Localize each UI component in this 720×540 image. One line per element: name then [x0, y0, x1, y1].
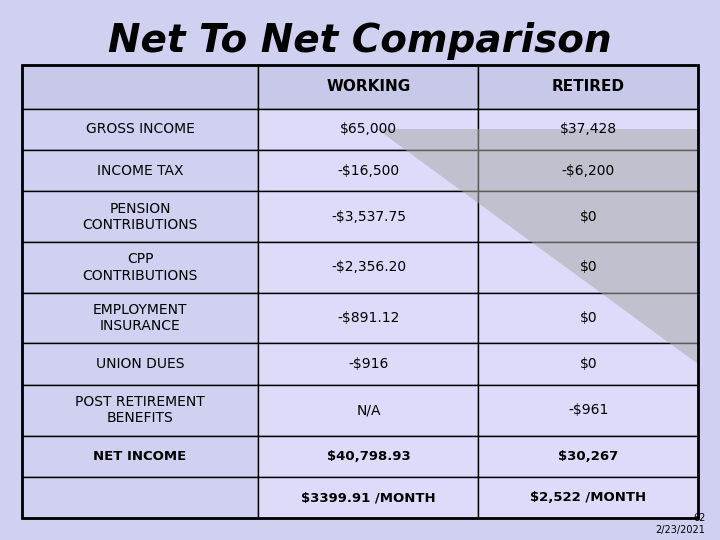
FancyBboxPatch shape — [22, 343, 258, 385]
FancyBboxPatch shape — [478, 435, 698, 477]
Text: $0: $0 — [580, 260, 597, 274]
Text: GROSS INCOME: GROSS INCOME — [86, 122, 194, 136]
FancyBboxPatch shape — [478, 242, 698, 293]
Text: $0: $0 — [580, 357, 597, 371]
FancyBboxPatch shape — [22, 65, 258, 109]
Text: Net To Net Comparison: Net To Net Comparison — [108, 22, 612, 59]
FancyBboxPatch shape — [478, 65, 698, 109]
FancyBboxPatch shape — [258, 109, 478, 150]
Text: 62
2/23/2021: 62 2/23/2021 — [656, 513, 706, 535]
FancyBboxPatch shape — [478, 150, 698, 192]
Text: WORKING: WORKING — [326, 79, 410, 94]
Text: -$2,356.20: -$2,356.20 — [331, 260, 406, 274]
Polygon shape — [377, 129, 698, 364]
FancyBboxPatch shape — [478, 109, 698, 150]
Text: -$891.12: -$891.12 — [337, 311, 400, 325]
FancyBboxPatch shape — [258, 192, 478, 242]
FancyBboxPatch shape — [478, 343, 698, 385]
Text: $65,000: $65,000 — [340, 122, 397, 136]
Text: UNION DUES: UNION DUES — [96, 357, 184, 371]
Text: RETIRED: RETIRED — [552, 79, 625, 94]
Text: CPP
CONTRIBUTIONS: CPP CONTRIBUTIONS — [82, 252, 198, 282]
Text: -$961: -$961 — [568, 403, 608, 417]
FancyBboxPatch shape — [258, 242, 478, 293]
FancyBboxPatch shape — [22, 109, 258, 150]
Text: $0: $0 — [580, 210, 597, 224]
Text: $37,428: $37,428 — [560, 122, 617, 136]
Text: INCOME TAX: INCOME TAX — [96, 164, 184, 178]
FancyBboxPatch shape — [22, 435, 258, 477]
Text: -$6,200: -$6,200 — [562, 164, 615, 178]
FancyBboxPatch shape — [22, 293, 258, 343]
Text: PENSION
CONTRIBUTIONS: PENSION CONTRIBUTIONS — [82, 201, 198, 232]
Text: N/A: N/A — [356, 403, 381, 417]
Text: POST RETIREMENT
BENEFITS: POST RETIREMENT BENEFITS — [75, 395, 205, 426]
Text: NET INCOME: NET INCOME — [94, 450, 186, 463]
FancyBboxPatch shape — [478, 385, 698, 435]
FancyBboxPatch shape — [22, 477, 258, 518]
FancyBboxPatch shape — [22, 242, 258, 293]
Text: -$916: -$916 — [348, 357, 389, 371]
FancyBboxPatch shape — [478, 293, 698, 343]
FancyBboxPatch shape — [478, 192, 698, 242]
Text: $0: $0 — [580, 311, 597, 325]
Text: $30,267: $30,267 — [558, 450, 618, 463]
FancyBboxPatch shape — [22, 385, 258, 435]
FancyBboxPatch shape — [258, 65, 478, 109]
FancyBboxPatch shape — [478, 477, 698, 518]
Text: EMPLOYMENT
INSURANCE: EMPLOYMENT INSURANCE — [93, 303, 187, 333]
FancyBboxPatch shape — [258, 293, 478, 343]
FancyBboxPatch shape — [258, 150, 478, 192]
FancyBboxPatch shape — [258, 343, 478, 385]
Text: $40,798.93: $40,798.93 — [327, 450, 410, 463]
Text: $3399.91 /MONTH: $3399.91 /MONTH — [301, 491, 436, 504]
FancyBboxPatch shape — [258, 477, 478, 518]
Text: $2,522 /MONTH: $2,522 /MONTH — [531, 491, 647, 504]
FancyBboxPatch shape — [22, 192, 258, 242]
Text: -$3,537.75: -$3,537.75 — [331, 210, 406, 224]
Text: -$16,500: -$16,500 — [338, 164, 400, 178]
FancyBboxPatch shape — [258, 385, 478, 435]
FancyBboxPatch shape — [258, 435, 478, 477]
FancyBboxPatch shape — [22, 150, 258, 192]
